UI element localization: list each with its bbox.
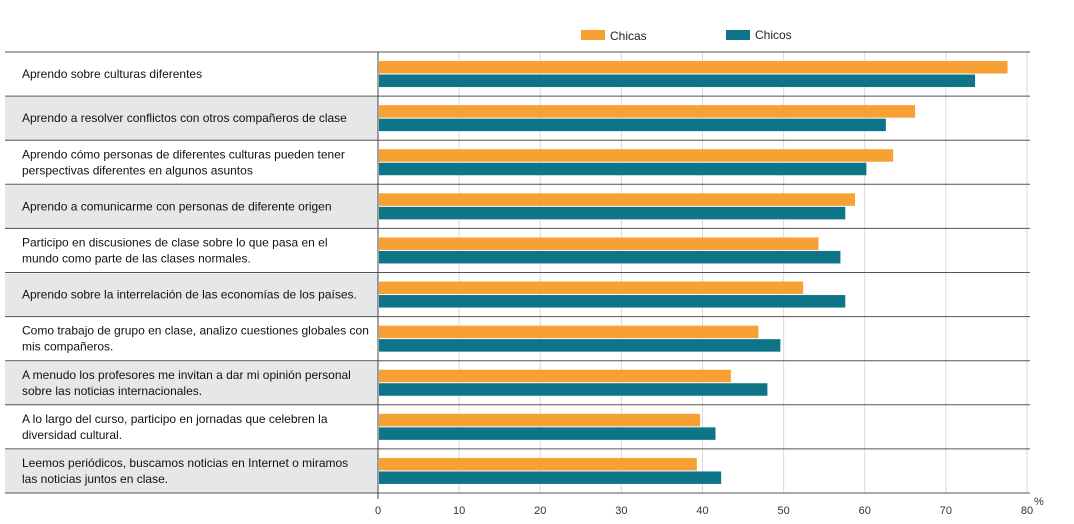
bar-chicos (379, 162, 867, 176)
category-label: A menudo los profesores me invitan a dar… (22, 368, 351, 382)
bar-chicas (379, 413, 701, 427)
x-tick-label: 60 (859, 505, 871, 517)
bar-chicos (379, 339, 781, 352)
legend: Chicas Chicos (581, 28, 792, 43)
category-label: mis compañeros. (22, 340, 113, 354)
category-label: perspectivas diferentes en algunos asunt… (22, 163, 253, 177)
bar-chicas (379, 237, 819, 250)
bar-chicas (379, 193, 856, 206)
row-band-shaded (5, 185, 378, 229)
bar-chicas (379, 369, 731, 383)
category-label: las noticias juntos en clase. (22, 472, 168, 486)
bar-chicos (379, 471, 722, 484)
category-label: diversidad cultural. (22, 428, 122, 442)
bar-chicas (379, 325, 759, 339)
bar-chicas (379, 149, 894, 162)
category-labels: Aprendo sobre culturas diferentes Aprendo… (22, 67, 369, 486)
bar-chicos (379, 427, 716, 440)
legend-label-chicas: Chicas (610, 29, 647, 43)
category-label: Aprendo sobre la interrelación de las ec… (22, 288, 357, 302)
bar-chicas (379, 281, 804, 295)
x-tick-label: 20 (534, 505, 546, 517)
legend-swatch-chicos (726, 30, 750, 40)
category-label: Aprendo cómo personas de diferentes cult… (22, 147, 345, 161)
row-band-shaded (5, 361, 378, 405)
bar-chicos (379, 250, 841, 264)
category-label: Participo en discusiones de clase sobre … (22, 235, 328, 249)
x-tick-label: 0 (375, 505, 381, 517)
row-band-shaded (5, 449, 378, 493)
category-label: mundo como parte de las clases normales. (22, 251, 251, 265)
bar-chicas (379, 457, 697, 471)
category-label: sobre las noticias internacionales. (22, 384, 202, 398)
row-bands (5, 97, 378, 493)
row-dividers (5, 51, 1030, 494)
x-tick-label: 80 (1021, 505, 1033, 517)
bars (379, 61, 1008, 484)
bar-chicos (379, 206, 846, 220)
category-label: Aprendo sobre culturas diferentes (22, 67, 202, 81)
category-label: Como trabajo de grupo en clase, analizo … (22, 324, 369, 338)
x-tick-label: 70 (940, 505, 952, 517)
bar-chicas (379, 105, 916, 118)
bar-chicos (379, 118, 886, 132)
legend-label-chicos: Chicos (755, 28, 792, 42)
legend-swatch-chicas (581, 30, 605, 40)
category-label: Aprendo a comunicarme con personas de di… (22, 199, 332, 213)
x-tick-label: 50 (778, 505, 790, 517)
bar-chicos (379, 295, 846, 308)
row-band-shaded (5, 273, 378, 317)
category-label: Aprendo a resolver conflictos con otros … (22, 111, 347, 125)
x-axis: 0 10 20 30 40 50 60 70 80 (375, 52, 1033, 517)
x-tick-label: 10 (453, 505, 465, 517)
bar-chicos (379, 383, 768, 396)
x-tick-label: 30 (615, 505, 627, 517)
category-label: Leemos periódicos, buscamos noticias en … (22, 456, 348, 470)
x-tick-label: 40 (696, 505, 708, 517)
x-unit-label: % (1034, 496, 1044, 508)
bar-chicos (379, 74, 976, 88)
row-band-shaded (5, 97, 378, 141)
bar-chicas (379, 61, 1008, 74)
category-label: A lo largo del curso, participo en jorna… (22, 412, 328, 426)
